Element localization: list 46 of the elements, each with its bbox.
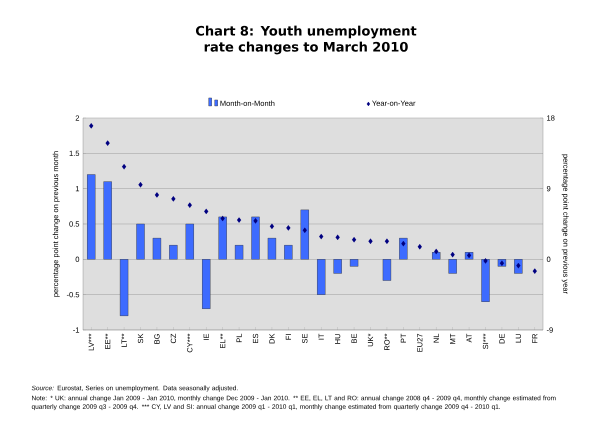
point [401, 240, 406, 246]
bar [186, 224, 194, 260]
point [384, 238, 390, 244]
bar [399, 238, 408, 260]
point [220, 216, 225, 222]
bar [432, 252, 440, 260]
point [171, 196, 176, 202]
point [286, 225, 291, 231]
point [204, 208, 208, 214]
point [352, 236, 356, 242]
point [335, 234, 340, 240]
bar [350, 259, 358, 267]
bar [268, 238, 276, 260]
bar [152, 238, 162, 260]
bar [120, 259, 128, 316]
point [368, 238, 373, 244]
point [138, 182, 143, 188]
point [434, 248, 438, 254]
point [450, 252, 455, 258]
point [483, 258, 488, 264]
point [319, 234, 324, 240]
point [106, 140, 110, 146]
bar [234, 244, 244, 260]
bar [382, 259, 392, 281]
bar [481, 259, 490, 302]
chart-title: Chart 8: Youth unemployment rate changes to March 2010 [196, 26, 416, 54]
bar [103, 181, 112, 260]
bar [87, 174, 96, 260]
point [270, 224, 274, 230]
bar [218, 216, 227, 260]
bar [448, 259, 457, 274]
point [532, 268, 537, 274]
bar [251, 216, 260, 260]
bar [284, 244, 293, 260]
bar [169, 244, 178, 260]
point [188, 202, 192, 208]
point [236, 217, 242, 223]
bar [202, 259, 210, 309]
point [89, 123, 94, 129]
bar [136, 224, 145, 260]
bar [300, 210, 309, 260]
point [154, 192, 160, 198]
point [253, 218, 258, 224]
bar [333, 259, 342, 274]
bar [317, 259, 326, 295]
point [122, 164, 126, 170]
